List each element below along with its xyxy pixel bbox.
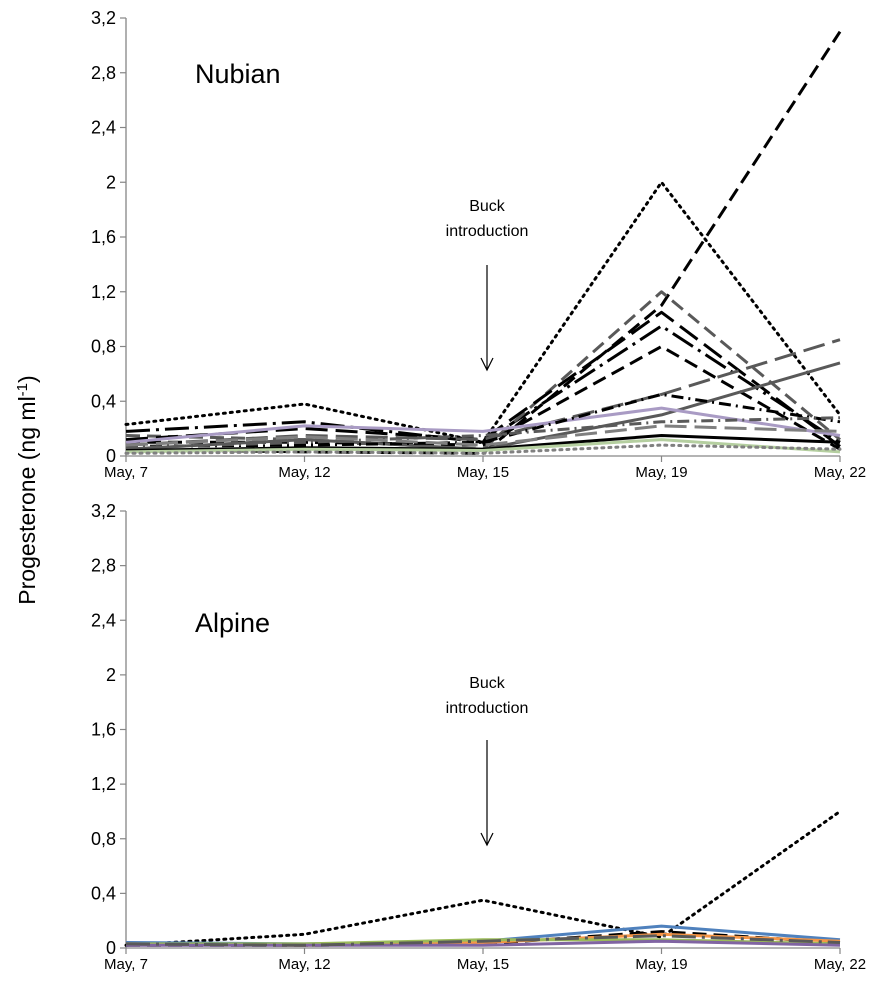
series-line [124, 180, 842, 444]
annotation-text: introduction [446, 223, 529, 240]
series-line [125, 310, 841, 448]
series-line [125, 406, 841, 444]
x-tick-label: May, 12 [278, 956, 330, 973]
x-tick-label: May, 22 [814, 464, 866, 481]
x-tick-label: May, 7 [104, 464, 148, 481]
y-tick-label: 0 [106, 446, 116, 466]
x-tick-label: May, 19 [635, 956, 687, 973]
y-tick-label: 0,8 [91, 829, 116, 849]
series-line [125, 934, 841, 947]
y-tick-label: 2 [106, 172, 116, 192]
y-tick-label: 3,2 [91, 8, 116, 28]
annotation-arrow-head [480, 832, 494, 847]
series-line [124, 809, 842, 947]
annotation-text: Buck [469, 675, 506, 692]
y-tick-label: 2,4 [91, 610, 116, 630]
y-tick-label: 0 [106, 938, 116, 958]
annotation-arrow-head [480, 357, 494, 372]
alpine-chart-panel: 0 0,4 0,8 1,2 1,6 2 2,4 2,8 3,2 May, 7 May, 12 May,… [91, 501, 866, 973]
x-tick-label: May, 12 [278, 464, 330, 481]
y-tick-label: 3,2 [91, 501, 116, 521]
series-line [125, 30, 842, 455]
annotation-text: Buck [469, 198, 506, 215]
y-tick-label: 0,4 [91, 883, 116, 903]
x-tick-label: May, 19 [635, 464, 687, 481]
y-tick-label: 1,6 [91, 227, 116, 247]
series-line [125, 438, 841, 454]
y-tick-label: 0,8 [91, 337, 116, 357]
y-tick-label: 2 [106, 665, 116, 685]
x-tick-label: May, 7 [104, 956, 148, 973]
x-tick-label: May, 22 [814, 956, 866, 973]
panel-title: Nubian [195, 59, 281, 89]
y-tick-label: 2,4 [91, 118, 116, 138]
y-tick-label: 1,2 [91, 282, 116, 302]
y-tick-label: 2,8 [91, 556, 116, 576]
series-line [125, 290, 841, 451]
nubian-chart-panel: 0 0,4 0,8 1,2 1,6 2 2,4 2,8 3,2 May, 7 May, 12 May,… [91, 8, 866, 481]
series-line [125, 392, 841, 448]
series-line [125, 324, 841, 444]
panel-title: Alpine [195, 608, 270, 638]
y-tick-label: 1,6 [91, 720, 116, 740]
y-tick-label: 0,4 [91, 391, 116, 411]
y-tick-label: 1,2 [91, 774, 116, 794]
y-tick-label: 2,8 [91, 63, 116, 83]
series-line [125, 338, 841, 447]
x-tick-label: May, 15 [457, 464, 509, 481]
series-line [124, 443, 842, 455]
annotation-text: introduction [446, 700, 529, 717]
series-line [125, 361, 841, 451]
x-tick-label: May, 15 [457, 956, 509, 973]
y-axis-label: Progesterone (ng ml-1) [14, 375, 40, 604]
